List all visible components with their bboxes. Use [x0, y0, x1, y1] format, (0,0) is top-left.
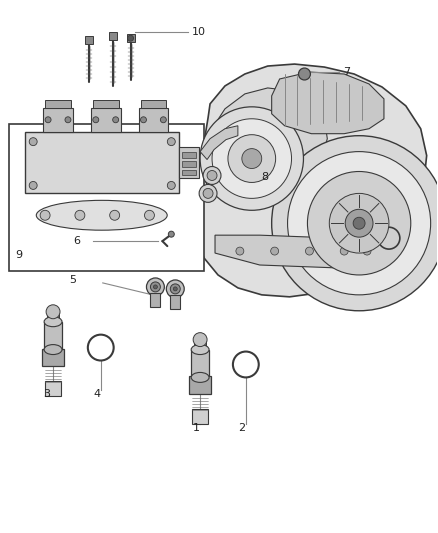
Circle shape	[170, 284, 180, 294]
Circle shape	[203, 166, 221, 184]
Circle shape	[353, 217, 365, 229]
Circle shape	[236, 247, 244, 255]
Circle shape	[160, 117, 166, 123]
Text: 3: 3	[44, 389, 51, 399]
Text: 8: 8	[262, 173, 269, 182]
Polygon shape	[205, 88, 327, 196]
Ellipse shape	[191, 345, 209, 354]
Bar	[91, 108, 120, 132]
Circle shape	[307, 172, 411, 275]
Text: 4: 4	[93, 389, 100, 399]
Circle shape	[288, 151, 431, 295]
Circle shape	[271, 247, 279, 255]
Bar	[179, 147, 199, 179]
Circle shape	[193, 333, 207, 346]
Circle shape	[203, 188, 213, 198]
Circle shape	[199, 184, 217, 203]
Circle shape	[167, 181, 175, 189]
Text: 10: 10	[192, 27, 206, 37]
Circle shape	[40, 211, 50, 220]
Polygon shape	[215, 233, 389, 268]
Bar	[25, 132, 179, 193]
Circle shape	[113, 117, 119, 123]
Bar	[191, 350, 209, 377]
Text: 5: 5	[69, 275, 76, 285]
Ellipse shape	[44, 345, 62, 354]
Bar	[43, 108, 73, 132]
Circle shape	[141, 117, 146, 123]
Bar	[194, 340, 206, 350]
Polygon shape	[200, 126, 238, 159]
Text: 2: 2	[238, 423, 245, 433]
Text: 7: 7	[343, 67, 350, 77]
Bar	[85, 36, 93, 44]
Circle shape	[75, 211, 85, 220]
Bar	[42, 349, 64, 367]
Bar	[150, 293, 160, 307]
Circle shape	[146, 278, 164, 296]
Circle shape	[167, 138, 175, 146]
Bar	[47, 312, 59, 322]
Polygon shape	[193, 64, 427, 297]
Ellipse shape	[44, 317, 62, 327]
Circle shape	[340, 247, 348, 255]
Polygon shape	[272, 72, 384, 134]
Circle shape	[345, 209, 373, 237]
Circle shape	[46, 305, 60, 319]
Bar	[44, 322, 62, 350]
Bar	[141, 100, 166, 108]
Circle shape	[298, 68, 311, 80]
Circle shape	[173, 287, 177, 291]
Circle shape	[127, 35, 134, 41]
Bar	[182, 151, 196, 158]
Circle shape	[207, 171, 217, 181]
Bar	[192, 409, 208, 424]
Circle shape	[363, 247, 371, 255]
Circle shape	[272, 136, 438, 311]
Circle shape	[166, 280, 184, 298]
Bar	[189, 376, 211, 394]
Bar	[9, 124, 204, 271]
Bar	[138, 108, 168, 132]
Circle shape	[212, 119, 292, 198]
Circle shape	[93, 117, 99, 123]
Bar	[45, 100, 71, 108]
Circle shape	[45, 117, 51, 123]
Bar	[45, 382, 61, 397]
Ellipse shape	[191, 373, 209, 382]
Circle shape	[29, 138, 37, 146]
Circle shape	[145, 211, 155, 220]
Bar	[127, 34, 134, 42]
Bar	[170, 295, 180, 309]
Text: 9: 9	[15, 250, 22, 260]
Circle shape	[65, 117, 71, 123]
Text: 1: 1	[193, 423, 200, 433]
Circle shape	[242, 149, 262, 168]
Circle shape	[29, 181, 37, 189]
Bar	[109, 32, 117, 40]
Circle shape	[168, 231, 174, 237]
Circle shape	[150, 282, 160, 292]
Bar	[182, 160, 196, 166]
Bar	[93, 100, 119, 108]
Circle shape	[228, 135, 276, 182]
Circle shape	[305, 247, 314, 255]
Circle shape	[200, 107, 304, 211]
Circle shape	[110, 211, 120, 220]
Circle shape	[153, 285, 157, 289]
Ellipse shape	[36, 200, 167, 230]
Circle shape	[329, 193, 389, 253]
Bar	[182, 169, 196, 175]
Text: 6: 6	[73, 236, 80, 246]
